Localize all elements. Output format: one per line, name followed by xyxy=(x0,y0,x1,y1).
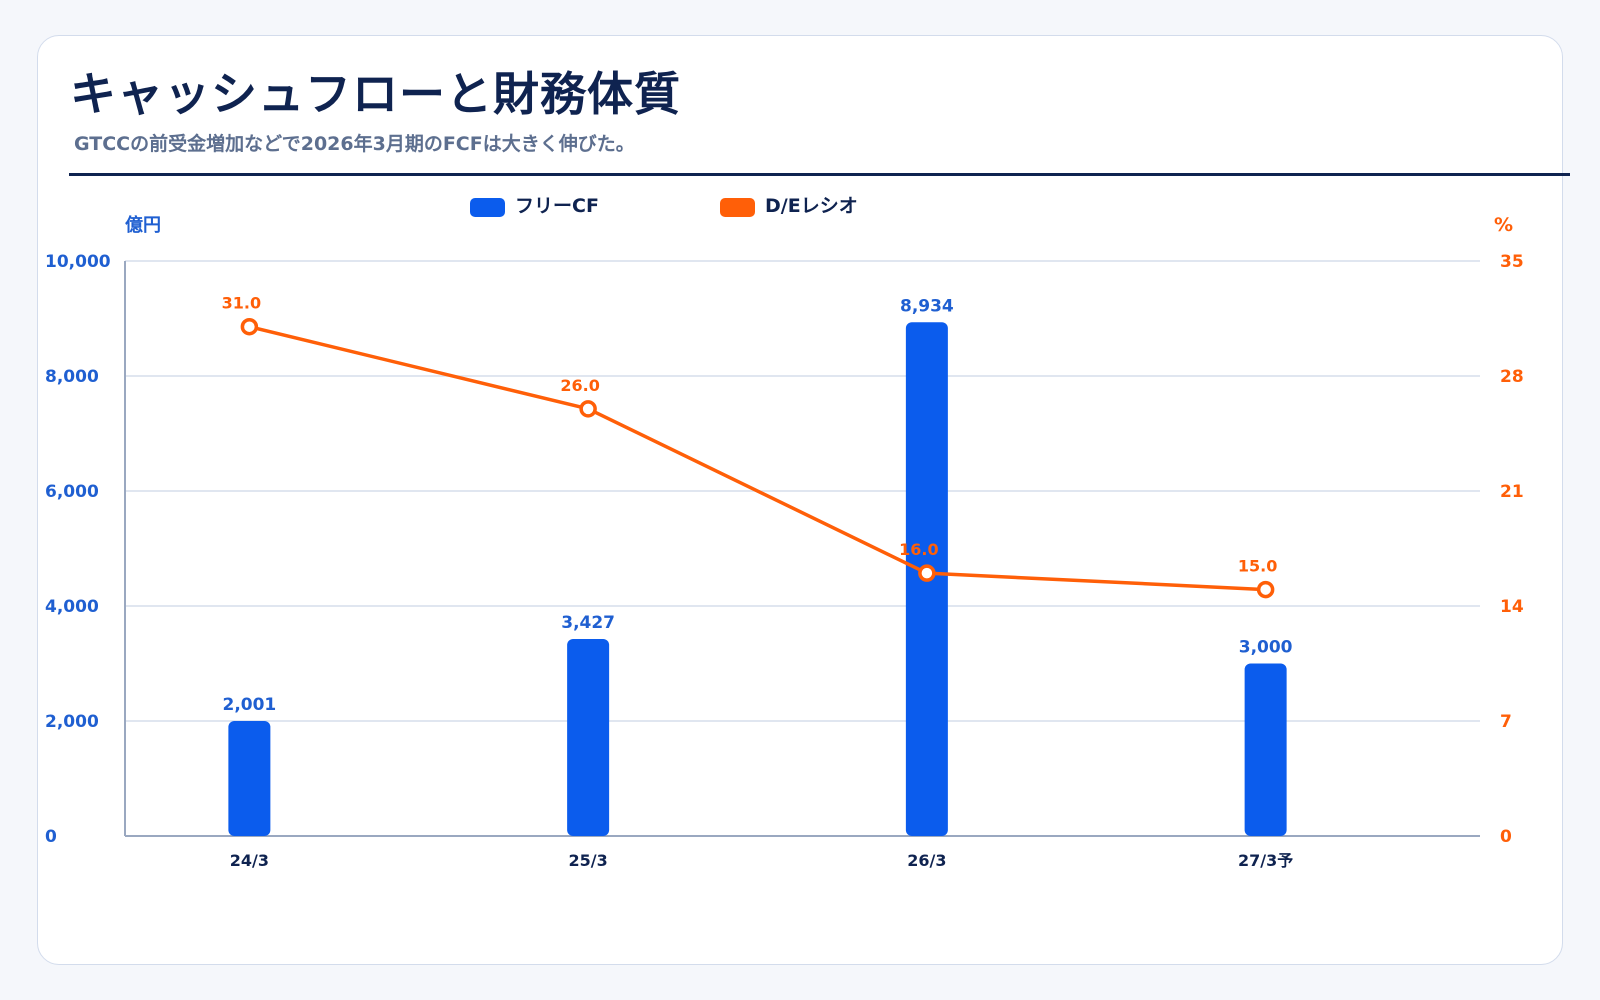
y-right-tick-label: 0 xyxy=(1500,827,1512,847)
y-left-axis-label: 億円 xyxy=(125,214,161,236)
bar-value-label: 8,934 xyxy=(900,296,954,316)
bar-フリーCF xyxy=(228,720,271,836)
legend-label-bar: フリーCF xyxy=(515,195,599,217)
line-point xyxy=(579,400,597,418)
y-left-tick-label: 0 xyxy=(45,827,57,847)
x-tick-label: 27/3予 xyxy=(1238,851,1293,870)
bar-value-label: 2,001 xyxy=(222,695,276,715)
line-value-label: 31.0 xyxy=(222,294,261,313)
page-title: キャッシュフローと財務体質 xyxy=(70,67,681,121)
legend-swatch-line xyxy=(720,198,755,217)
line-point xyxy=(1256,580,1275,599)
line-value-label: 26.0 xyxy=(560,376,599,395)
y-left-tick-label: 8,000 xyxy=(45,367,99,387)
legend-swatch-bar xyxy=(470,198,505,217)
legend-label-line: D/Eレシオ xyxy=(765,195,858,217)
line-value-label: 15.0 xyxy=(1238,557,1277,576)
x-tick-label: 24/3 xyxy=(230,851,269,870)
x-tick-label: 25/3 xyxy=(569,851,608,870)
y-right-tick-label: 7 xyxy=(1500,712,1512,732)
line-point xyxy=(918,564,936,582)
y-right-tick-label: 21 xyxy=(1500,482,1524,502)
y-right-tick-label: 35 xyxy=(1500,252,1524,272)
y-right-tick-label: 28 xyxy=(1500,367,1524,387)
y-left-tick-label: 10,000 xyxy=(45,252,111,272)
line-point xyxy=(240,317,259,336)
bar-value-label: 3,427 xyxy=(561,613,615,633)
line-value-label: 16.0 xyxy=(899,540,938,559)
line-D/Eレシオ xyxy=(248,325,1266,592)
bar-value-label: 3,000 xyxy=(1239,638,1293,658)
page-subtitle: GTCCの前受金増加などで2026年3月期のFCFは大きく伸びた。 xyxy=(74,133,635,155)
y-right-tick-label: 14 xyxy=(1500,597,1524,617)
y-left-tick-label: 4,000 xyxy=(45,597,99,617)
y-left-tick-label: 2,000 xyxy=(45,712,99,732)
y-left-tick-label: 6,000 xyxy=(45,482,99,502)
x-tick-label: 26/3 xyxy=(907,851,946,870)
bar-フリーCF xyxy=(567,638,610,836)
title-divider xyxy=(69,173,1570,176)
y-right-axis-label: % xyxy=(1494,214,1513,236)
chart-card: キャッシュフローと財務体質 GTCCの前受金増加などで2026年3月期のFCFは… xyxy=(37,35,1570,965)
bar-フリーCF xyxy=(1244,663,1287,836)
